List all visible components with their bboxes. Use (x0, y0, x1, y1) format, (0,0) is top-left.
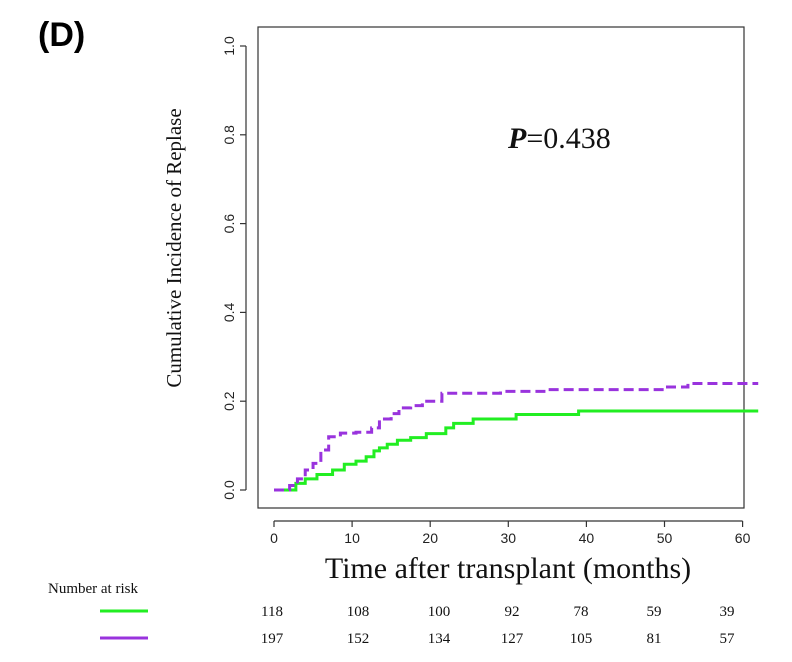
risk-value: 78 (574, 604, 589, 620)
y-tick-label: 1.0 (221, 36, 237, 56)
p-value: =0.438 (526, 122, 610, 155)
risk-value: 57 (720, 631, 736, 647)
risk-value: 81 (647, 631, 662, 647)
x-axis-label: Time after transplant (months) (325, 552, 691, 585)
p-symbol: P (507, 122, 527, 155)
series-layer (274, 381, 759, 492)
risk-value: 152 (347, 631, 370, 647)
panel-label: (D) (38, 16, 85, 54)
y-tick-label: 0.6 (221, 214, 237, 234)
series-line-green (274, 409, 759, 492)
risk-value: 118 (261, 604, 283, 620)
risk-value: 108 (347, 604, 370, 620)
y-axis: 0.0 0.2 0.4 0.6 0.8 1.0 (221, 36, 247, 500)
x-tick-label: 30 (501, 530, 517, 546)
y-axis-label: Cumulative Incidence of Replase (162, 108, 186, 387)
x-tick-label: 50 (657, 530, 673, 546)
risk-value: 92 (505, 604, 520, 620)
y-tick-label: 0.4 (221, 302, 237, 322)
x-tick-label: 10 (344, 530, 360, 546)
y-tick-label: 0.2 (221, 391, 237, 411)
x-tick-label: 20 (422, 530, 438, 546)
risk-value: 127 (501, 631, 524, 647)
risk-value: 105 (570, 631, 593, 647)
risk-value: 134 (428, 631, 451, 647)
risk-value: 59 (647, 604, 662, 620)
p-value-annotation: P=0.438 (507, 122, 611, 155)
risk-value: 39 (720, 604, 735, 620)
x-tick-label: 0 (270, 530, 278, 546)
y-tick-label: 0.0 (221, 480, 237, 500)
series-line-purple-dashed (274, 381, 759, 492)
x-tick-label: 40 (579, 530, 595, 546)
plot-frame (257, 26, 745, 509)
risk-table-title: Number at risk (48, 581, 138, 597)
risk-value: 100 (428, 604, 451, 620)
x-tick-label: 60 (735, 530, 751, 546)
x-axis: 0 10 20 30 40 50 60 (270, 520, 751, 546)
risk-value: 197 (261, 631, 284, 647)
y-tick-label: 0.8 (221, 125, 237, 145)
risk-table: 118 108 100 92 78 59 39 197 152 134 127 105 81 57 (100, 604, 735, 647)
